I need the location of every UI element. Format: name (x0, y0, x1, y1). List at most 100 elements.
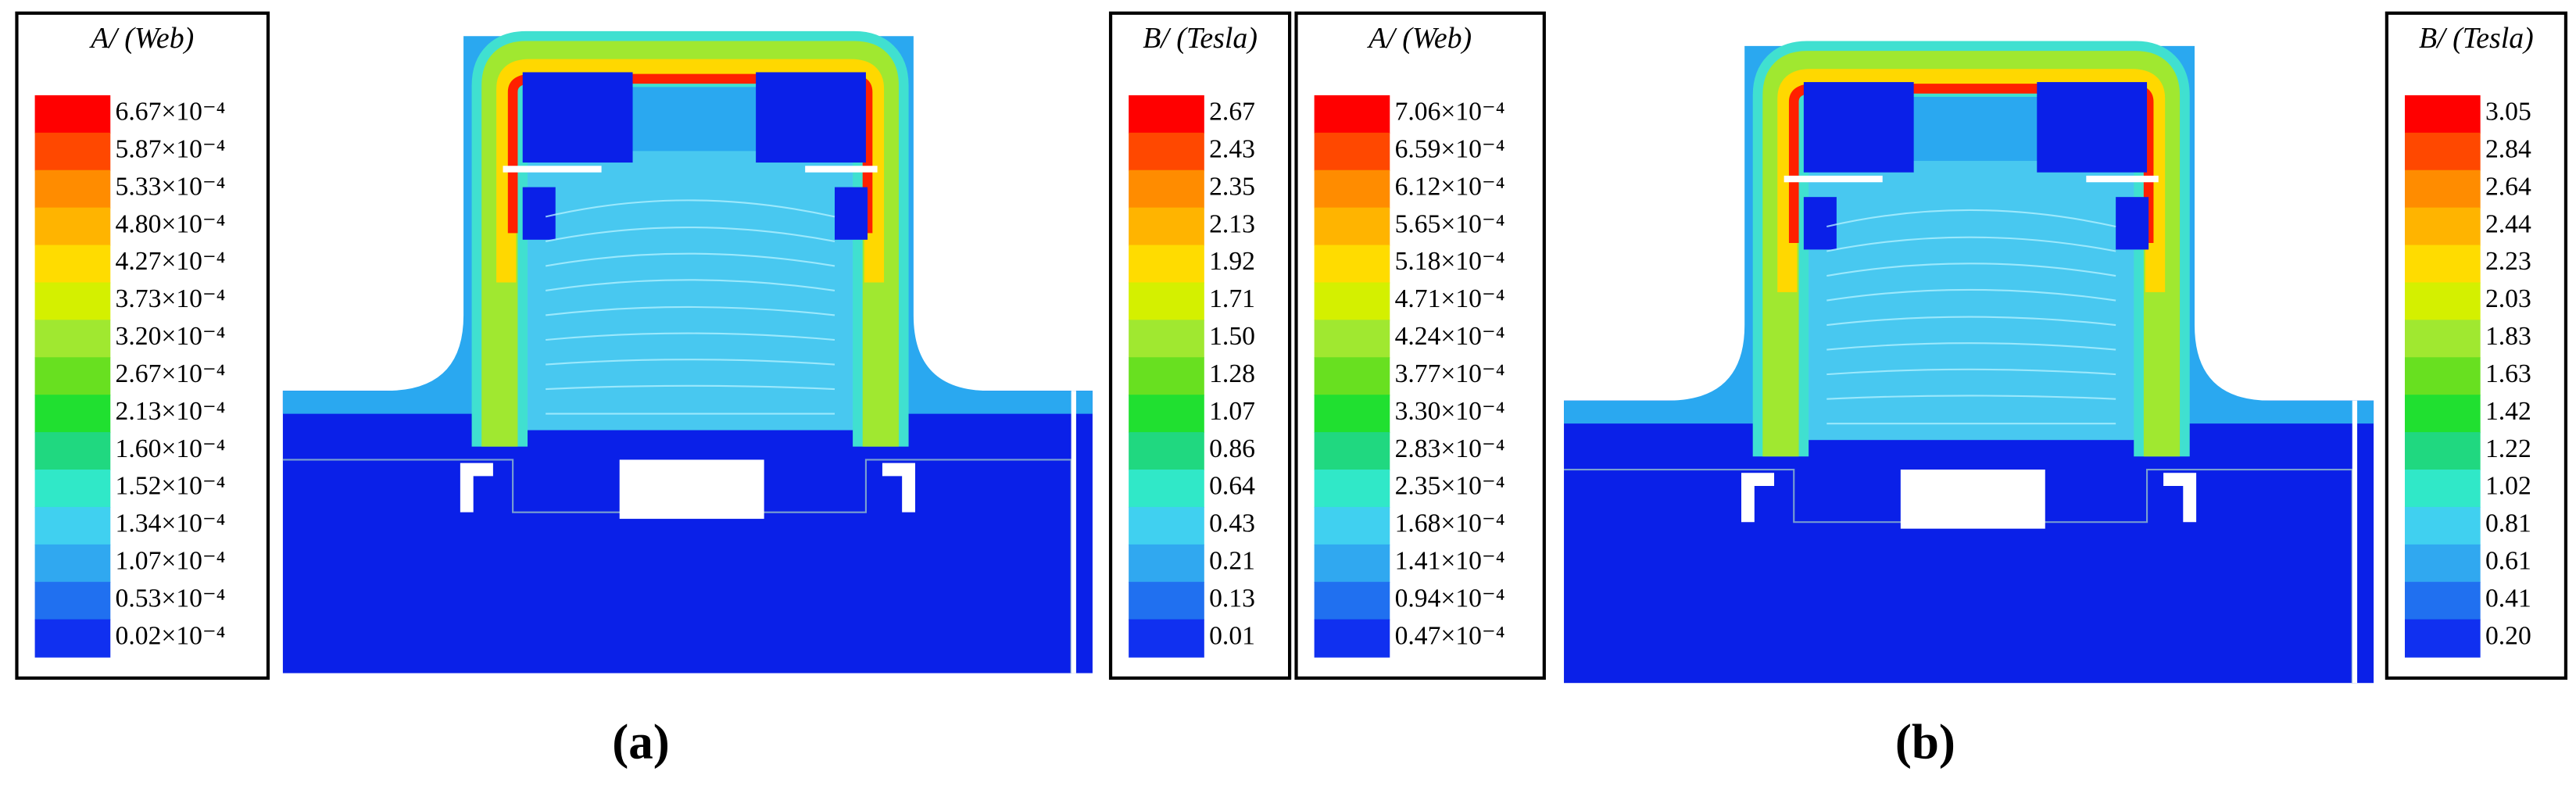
legend-title: B/ (Tesla) (1143, 22, 1258, 55)
legend-label: 2.13 (1209, 209, 1255, 238)
legend-label: 0.86 (1209, 434, 1255, 463)
legend-swatch (34, 581, 111, 620)
legend-label: 0.41 (2485, 584, 2531, 613)
legend-swatch (2404, 95, 2481, 134)
legend-label: 2.44 (2485, 209, 2531, 238)
legend-label: 0.47×10⁻⁴ (1395, 621, 1505, 650)
legend-swatch (1129, 207, 1204, 246)
legend-label: 2.23 (2485, 247, 2531, 276)
legend-swatch (1314, 282, 1390, 321)
legend-swatch (2404, 320, 2481, 359)
legend-swatch (1129, 132, 1204, 171)
legend-swatch (34, 282, 111, 321)
legend-label: 0.20 (2485, 621, 2531, 650)
legend-label: 1.22 (2485, 434, 2531, 463)
legend-swatch (1314, 245, 1390, 284)
legend-label: 3.20×10⁻⁴ (116, 322, 226, 351)
legend-label: 0.81 (2485, 509, 2531, 538)
legend-label: 0.13 (1209, 584, 1255, 613)
legend-label: 2.13×10⁻⁴ (116, 397, 226, 426)
legend-label: 0.02×10⁻⁴ (116, 621, 226, 650)
legend-swatch (34, 320, 111, 359)
legend-swatch (1129, 470, 1204, 508)
legend-title: A/ (Web) (1366, 22, 1472, 55)
legend-swatch (2404, 544, 2481, 583)
legend-label: 5.18×10⁻⁴ (1395, 247, 1505, 276)
legend-label: 2.67 (1209, 98, 1255, 127)
legend-label: 1.07×10⁻⁴ (116, 547, 226, 576)
legend-swatch (34, 357, 111, 396)
legend-swatch (2404, 619, 2481, 658)
legend-title: B/ (Tesla) (2419, 22, 2534, 55)
legend-swatch (1314, 320, 1390, 359)
legend-label: 1.60×10⁻⁴ (116, 434, 226, 463)
field-plot (283, 36, 1093, 673)
legend-label: 2.43 (1209, 134, 1255, 163)
legend-swatch (2404, 207, 2481, 246)
legend-swatch (1314, 581, 1390, 620)
legend-label: 1.02 (2485, 472, 2531, 501)
legend-swatch (1314, 470, 1390, 508)
legend-label: 0.53×10⁻⁴ (116, 584, 226, 613)
legend-swatch (2404, 506, 2481, 545)
legend-swatch (2404, 170, 2481, 209)
legend-label: 0.01 (1209, 621, 1255, 650)
legend-label: 3.05 (2485, 98, 2531, 127)
legend-swatch (1129, 357, 1204, 396)
legend-swatch (1129, 581, 1204, 620)
legend-swatch (1129, 170, 1204, 209)
legend-swatch (1129, 95, 1204, 134)
legend-label: 6.59×10⁻⁴ (1395, 134, 1505, 163)
legend-swatch (1129, 544, 1204, 583)
legend-swatch (1314, 395, 1390, 434)
legend-swatch (1129, 506, 1204, 545)
caption: (a) (612, 715, 670, 770)
legend-swatch (34, 207, 111, 246)
legend-swatch (2404, 395, 2481, 434)
legend-swatch (34, 619, 111, 658)
legend-swatch (1129, 320, 1204, 359)
legend-label: 1.07 (1209, 397, 1255, 426)
field-plot (1564, 46, 2374, 683)
legend-label: 1.71 (1209, 284, 1255, 313)
legend-swatch (1314, 544, 1390, 583)
legend-swatch (2404, 245, 2481, 284)
legend-label: 3.73×10⁻⁴ (116, 284, 226, 313)
legend-swatch (2404, 132, 2481, 171)
legend-swatch (34, 170, 111, 209)
legend-label: 0.64 (1209, 472, 1255, 501)
legend-swatch (34, 245, 111, 284)
legend-label: 0.94×10⁻⁴ (1395, 584, 1505, 613)
legend-swatch (1129, 282, 1204, 321)
legend-label: 7.06×10⁻⁴ (1395, 98, 1505, 127)
legend-label: 2.64 (2485, 172, 2531, 201)
legend-swatch (34, 544, 111, 583)
legend-swatch (2404, 357, 2481, 396)
legend-swatch (1314, 170, 1390, 209)
legend-swatch (34, 506, 111, 545)
legend-label: 0.61 (2485, 547, 2531, 576)
legend-swatch (34, 470, 111, 508)
legend-label: 0.21 (1209, 547, 1255, 576)
legend-label: 1.41×10⁻⁴ (1395, 547, 1505, 576)
legend-label: 5.33×10⁻⁴ (116, 172, 226, 201)
legend-label: 1.92 (1209, 247, 1255, 276)
legend-swatch (34, 95, 111, 134)
legend-label: 1.34×10⁻⁴ (116, 509, 226, 538)
legend-label: 5.65×10⁻⁴ (1395, 209, 1505, 238)
legend-label: 1.83 (2485, 322, 2531, 351)
legend-swatch (1129, 245, 1204, 284)
legend-label: 2.84 (2485, 134, 2531, 163)
legend-swatch (2404, 282, 2481, 321)
legend-label: 2.03 (2485, 284, 2531, 313)
legend-swatch (1314, 506, 1390, 545)
legend-swatch (34, 432, 111, 471)
caption: (b) (1895, 715, 1955, 770)
legend-label: 3.30×10⁻⁴ (1395, 397, 1505, 426)
legend-label: 2.83×10⁻⁴ (1395, 434, 1505, 463)
legend-label: 5.87×10⁻⁴ (116, 134, 226, 163)
legend-swatch (1314, 357, 1390, 396)
legend-swatch (2404, 432, 2481, 471)
legend-swatch (34, 132, 111, 171)
